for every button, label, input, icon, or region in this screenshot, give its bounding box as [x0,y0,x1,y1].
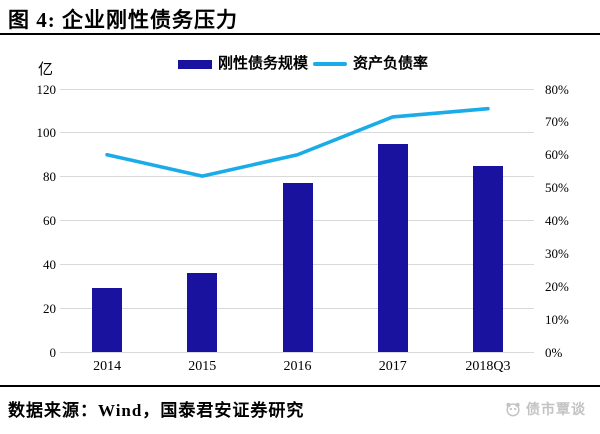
right-axis-tick: 30% [545,245,569,261]
x-axis-label: 2014 [93,359,122,374]
left-axis-tick: 0 [49,344,57,360]
left-axis-tick: 120 [36,81,57,97]
left-axis-tick: 20 [43,300,56,316]
bar-2018Q3 [472,165,503,352]
right-axis-tick: 10% [545,311,569,327]
data-source-note: 数据来源：Wind，国泰君安证券研究 [8,401,305,420]
left-axis-tick: 60 [43,213,56,228]
right-axis-tick: 50% [545,180,569,196]
x-axis-label: 2018Q3 [465,359,511,374]
title-divider [0,33,600,35]
line-series-swatch [313,62,347,66]
figure-title: 图 4: 企业刚性债务压力 [8,8,238,32]
left-axis-tick: 80 [43,169,56,185]
bar-2016 [282,183,313,352]
x-axis-label: 2015 [188,359,217,374]
left-axis-unit-label: 亿 [38,62,54,78]
left-axis-tick: 100 [36,125,57,141]
right-axis-tick: 70% [545,114,569,130]
watermark-text: 债市覃谈 [526,403,586,418]
gridline [59,88,534,90]
bar-series-label: 刚性债务规模 [218,56,309,72]
x-axis-label: 2017 [378,359,407,374]
gridline [59,132,534,134]
watermark-panda-icon [506,402,520,417]
footer-divider [0,385,600,387]
chart-legend: 刚性债务规模 资产负债率 [0,52,600,74]
left-axis-tick: 40 [43,256,56,272]
watermark: 债市覃谈 [504,399,586,419]
right-axis-tick: 0% [545,344,563,360]
right-axis-tick: 80% [545,81,569,97]
gridline [59,351,534,353]
right-axis-tick: 40% [545,213,569,228]
right-axis-tick: 60% [545,147,569,163]
bar-2015 [187,273,218,352]
bar-2014 [92,288,123,352]
right-axis-tick: 20% [545,278,569,294]
bar-series-swatch [178,60,212,69]
x-axis-label: 2016 [283,359,312,374]
line-series-label: 资产负债率 [353,56,429,72]
bar-2017 [377,143,408,352]
gridline [59,176,534,178]
